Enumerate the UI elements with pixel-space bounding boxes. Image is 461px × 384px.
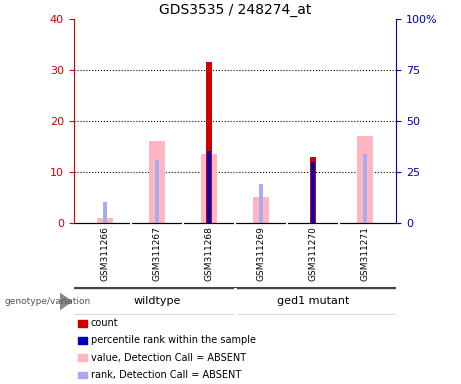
Bar [97, 218, 113, 223]
Text: genotype/variation: genotype/variation [5, 297, 91, 306]
Bar [77, 337, 87, 344]
Text: GSM311266: GSM311266 [100, 226, 110, 281]
Bar [149, 141, 165, 223]
Text: GSM311268: GSM311268 [205, 226, 213, 281]
Text: percentile rank within the sample: percentile rank within the sample [91, 336, 256, 346]
Bar [206, 63, 212, 223]
Bar [77, 320, 87, 327]
Bar [363, 154, 367, 223]
Bar [103, 202, 107, 223]
Text: GSM311270: GSM311270 [309, 226, 318, 281]
Bar [310, 157, 316, 223]
Text: ged1 mutant: ged1 mutant [277, 296, 349, 306]
Text: GSM311267: GSM311267 [153, 226, 161, 281]
Polygon shape [60, 293, 71, 310]
Bar [311, 162, 315, 223]
Text: rank, Detection Call = ABSENT: rank, Detection Call = ABSENT [91, 370, 241, 380]
Title: GDS3535 / 248274_at: GDS3535 / 248274_at [159, 3, 311, 17]
Bar [357, 136, 373, 223]
Bar [77, 354, 87, 361]
Bar [254, 197, 269, 223]
Bar [201, 154, 217, 223]
Bar [155, 160, 159, 223]
Text: GSM311269: GSM311269 [257, 226, 266, 281]
Bar [207, 152, 211, 223]
Bar [77, 372, 87, 379]
Text: value, Detection Call = ABSENT: value, Detection Call = ABSENT [91, 353, 246, 363]
Bar [259, 184, 263, 223]
Text: GSM311271: GSM311271 [361, 226, 370, 281]
Text: count: count [91, 318, 118, 328]
Text: wildtype: wildtype [133, 296, 181, 306]
